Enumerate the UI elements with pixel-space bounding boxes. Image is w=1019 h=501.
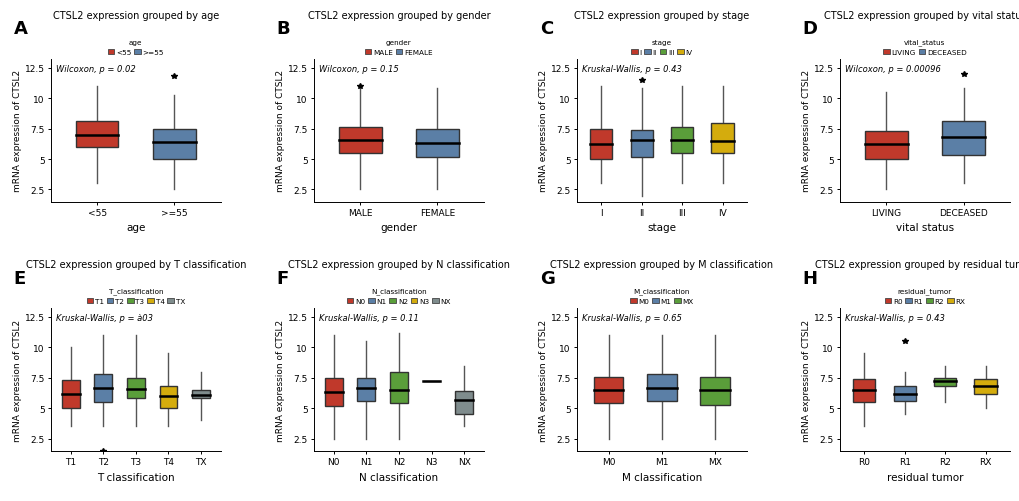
Text: D: D	[802, 21, 817, 38]
Legend: <55, >=55: <55, >=55	[106, 39, 165, 57]
Bar	[126, 378, 145, 399]
Text: A: A	[13, 21, 28, 38]
Legend: R0, R1, R2, RX: R0, R1, R2, RX	[882, 287, 966, 306]
Legend: MALE, FEMALE: MALE, FEMALE	[363, 39, 434, 57]
Y-axis label: mRNA expression of CTSL2: mRNA expression of CTSL2	[13, 319, 22, 441]
Legend: I, II, III, IV: I, II, III, IV	[629, 39, 694, 57]
Y-axis label: mRNA expression of CTSL2: mRNA expression of CTSL2	[13, 70, 22, 192]
Bar	[590, 129, 611, 160]
X-axis label: residual tumor: residual tumor	[886, 471, 962, 481]
Bar	[454, 391, 473, 414]
Text: Kruskal-Wallis, p = 0.43: Kruskal-Wallis, p = 0.43	[845, 313, 945, 322]
Title: CTSL2 expression grouped by N classification: CTSL2 expression grouped by N classifica…	[287, 259, 510, 269]
Title: CTSL2 expression grouped by residual tumor: CTSL2 expression grouped by residual tum…	[814, 259, 1019, 269]
Text: Wilcoxon, p = 0.00096: Wilcoxon, p = 0.00096	[845, 65, 941, 73]
Bar	[153, 129, 196, 160]
Bar	[864, 132, 907, 160]
Title: CTSL2 expression grouped by M classification: CTSL2 expression grouped by M classifica…	[550, 259, 772, 269]
Text: G: G	[539, 269, 554, 287]
Text: B: B	[276, 21, 290, 38]
Title: CTSL2 expression grouped by vital status: CTSL2 expression grouped by vital status	[822, 11, 1019, 21]
Bar	[159, 387, 177, 408]
X-axis label: vital status: vital status	[895, 223, 953, 233]
Bar	[893, 387, 915, 401]
Bar	[710, 123, 733, 154]
Legend: N0, N1, N2, N3, NX: N0, N1, N2, N3, NX	[345, 287, 451, 306]
Bar	[700, 377, 729, 405]
Bar	[357, 378, 375, 401]
Y-axis label: mRNA expression of CTSL2: mRNA expression of CTSL2	[801, 319, 810, 441]
Bar	[630, 131, 652, 157]
X-axis label: T classification: T classification	[97, 471, 174, 481]
Legend: T1, T2, T3, T4, TX: T1, T2, T3, T4, TX	[86, 287, 186, 306]
Bar	[94, 374, 112, 402]
Text: C: C	[539, 21, 552, 38]
X-axis label: age: age	[126, 223, 146, 233]
Text: Kruskal-Wallis, p = 0.43: Kruskal-Wallis, p = 0.43	[582, 65, 682, 73]
Bar	[853, 379, 874, 402]
X-axis label: M classification: M classification	[622, 471, 701, 481]
X-axis label: stage: stage	[647, 223, 676, 233]
Bar	[671, 128, 693, 154]
X-axis label: N classification: N classification	[359, 471, 438, 481]
Legend: M0, M1, MX: M0, M1, MX	[628, 287, 695, 306]
Title: CTSL2 expression grouped by T classification: CTSL2 expression grouped by T classifica…	[25, 259, 246, 269]
Text: H: H	[802, 269, 817, 287]
X-axis label: gender: gender	[380, 223, 417, 233]
Bar	[192, 390, 210, 399]
Text: E: E	[13, 269, 25, 287]
Y-axis label: mRNA expression of CTSL2: mRNA expression of CTSL2	[276, 319, 284, 441]
Y-axis label: mRNA expression of CTSL2: mRNA expression of CTSL2	[801, 70, 810, 192]
Bar	[933, 378, 956, 387]
Bar	[942, 122, 983, 156]
Y-axis label: mRNA expression of CTSL2: mRNA expression of CTSL2	[538, 70, 547, 192]
Bar	[76, 122, 118, 148]
Bar	[416, 129, 459, 157]
Title: CTSL2 expression grouped by stage: CTSL2 expression grouped by stage	[574, 11, 749, 21]
Text: Kruskal-Wallis, p = à03: Kruskal-Wallis, p = à03	[56, 313, 153, 322]
Text: Wilcoxon, p = 0.02: Wilcoxon, p = 0.02	[56, 65, 136, 73]
Title: CTSL2 expression grouped by age: CTSL2 expression grouped by age	[53, 11, 219, 21]
Bar	[973, 379, 996, 394]
Text: F: F	[276, 269, 288, 287]
Bar	[594, 377, 623, 403]
Bar	[338, 128, 381, 154]
Legend: LIVING, DECEASED: LIVING, DECEASED	[880, 38, 967, 57]
Title: CTSL2 expression grouped by gender: CTSL2 expression grouped by gender	[308, 11, 490, 21]
Bar	[324, 378, 342, 406]
Bar	[647, 374, 676, 401]
Text: Wilcoxon, p = 0.15: Wilcoxon, p = 0.15	[319, 65, 398, 73]
Bar	[389, 372, 408, 403]
Text: Kruskal-Wallis, p = 0.65: Kruskal-Wallis, p = 0.65	[582, 313, 682, 322]
Text: Kruskal-Wallis, p = 0.11: Kruskal-Wallis, p = 0.11	[319, 313, 419, 322]
Y-axis label: mRNA expression of CTSL2: mRNA expression of CTSL2	[276, 70, 284, 192]
Bar	[61, 380, 79, 408]
Y-axis label: mRNA expression of CTSL2: mRNA expression of CTSL2	[538, 319, 547, 441]
